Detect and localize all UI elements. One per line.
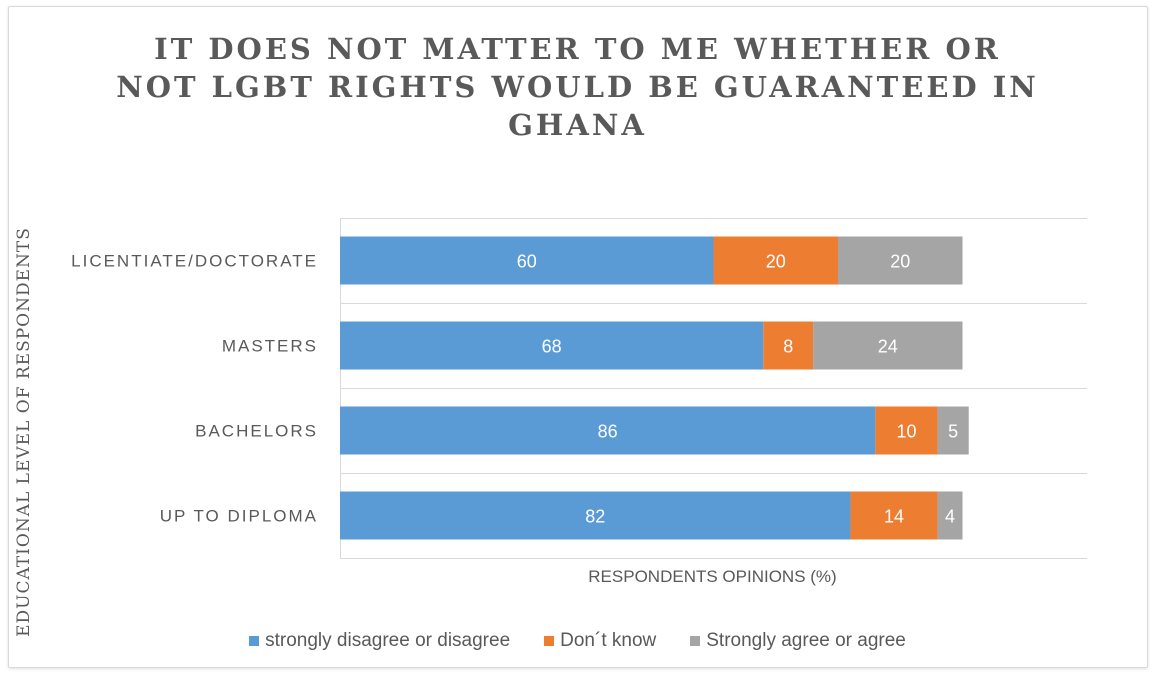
- chart-title: IT DOES NOT MATTER TO ME WHETHER OR NOT …: [0, 30, 1155, 144]
- chart-title-line-1: IT DOES NOT MATTER TO ME WHETHER OR: [154, 32, 1001, 66]
- bar-licentiate-doctorate-strongly-disagree-or-disagree: [340, 236, 714, 285]
- chart-legend: strongly disagree or disagree Don´t know…: [0, 630, 1155, 652]
- bar-up-to-diploma-don-t-know: [850, 491, 938, 540]
- bar-licentiate-doctorate-strongly-agree-or-agree: [838, 236, 963, 285]
- legend-swatch-agree: [690, 636, 701, 646]
- category-label-licentiate-doctorate: LICENTIATE/DOCTORATE: [71, 252, 318, 271]
- data-label-licentiate-doctorate-strongly-disagree-or-disagree: 60: [517, 252, 537, 272]
- legend-swatch-dont-know: [544, 636, 555, 646]
- chart-title-line-3: GHANA: [508, 108, 647, 142]
- bar-up-to-diploma-strongly-disagree-or-disagree: [340, 491, 851, 540]
- data-label-bachelors-strongly-disagree-or-disagree: 86: [598, 422, 618, 442]
- bar-licentiate-doctorate-don-t-know: [713, 236, 838, 285]
- data-label-up-to-diploma-don-t-know: 14: [884, 507, 904, 527]
- bar-up-to-diploma-strongly-agree-or-agree: [937, 491, 963, 540]
- category-label-up-to-diploma: UP TO DIPLOMA: [160, 507, 318, 526]
- category-label-masters: MASTERS: [222, 337, 318, 356]
- bar-bachelors-don-t-know: [875, 406, 938, 455]
- data-label-up-to-diploma-strongly-agree-or-agree: 4: [945, 507, 955, 527]
- data-label-licentiate-doctorate-don-t-know: 20: [766, 252, 786, 272]
- data-label-masters-don-t-know: 8: [783, 337, 793, 357]
- bar-masters-don-t-know: [763, 321, 814, 370]
- data-label-masters-strongly-agree-or-agree: 24: [878, 337, 898, 357]
- data-label-licentiate-doctorate-strongly-agree-or-agree: 20: [890, 252, 910, 272]
- data-label-up-to-diploma-strongly-disagree-or-disagree: 82: [585, 507, 605, 527]
- legend-item-disagree: strongly disagree or disagree: [249, 630, 510, 652]
- bar-masters-strongly-disagree-or-disagree: [340, 321, 764, 370]
- data-label-masters-strongly-disagree-or-disagree: 68: [542, 337, 562, 357]
- bar-masters-strongly-agree-or-agree: [813, 321, 963, 370]
- data-label-bachelors-strongly-agree-or-agree: 5: [948, 422, 958, 442]
- x-axis-title: RESPONDENTS OPINIONS (%): [588, 567, 837, 586]
- bar-bachelors-strongly-disagree-or-disagree: [340, 406, 876, 455]
- bar-bachelors-strongly-agree-or-agree: [937, 406, 969, 455]
- legend-label-agree: Strongly agree or agree: [706, 630, 906, 651]
- data-label-bachelors-don-t-know: 10: [896, 422, 916, 442]
- legend-label-dont-know: Don´t know: [560, 630, 657, 651]
- legend-swatch-disagree: [249, 636, 260, 646]
- legend-label-disagree: strongly disagree or disagree: [265, 630, 511, 651]
- chart-title-line-2: NOT LGBT RIGHTS WOULD BE GUARANTEED IN: [116, 70, 1039, 104]
- legend-item-dont-know: Don´t know: [544, 630, 656, 652]
- category-label-bachelors: BACHELORS: [195, 422, 318, 441]
- legend-item-agree: Strongly agree or agree: [690, 630, 906, 652]
